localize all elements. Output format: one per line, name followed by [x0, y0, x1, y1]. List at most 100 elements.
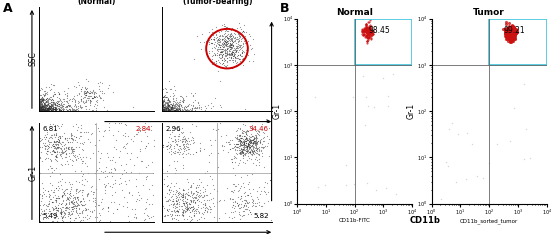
Point	[57, 106, 65, 110]
Point	[58, 106, 67, 109]
Point	[44, 105, 53, 109]
Point	[366, 37, 375, 40]
Point	[504, 30, 513, 33]
Point	[41, 91, 49, 95]
Point	[513, 28, 522, 32]
Point	[144, 187, 153, 191]
Point	[235, 59, 244, 63]
Point	[53, 219, 62, 223]
Point	[362, 33, 371, 37]
Point	[512, 31, 521, 35]
Point	[65, 136, 74, 140]
Point	[47, 200, 56, 204]
Point	[217, 53, 226, 57]
Point	[43, 103, 52, 107]
Point	[172, 108, 181, 112]
Point	[223, 42, 231, 45]
Point	[461, 177, 470, 181]
Point	[75, 211, 84, 215]
Point	[239, 204, 248, 207]
Point	[171, 108, 180, 112]
Point	[45, 107, 54, 111]
Point	[230, 48, 239, 52]
Point	[506, 28, 515, 31]
Point	[36, 101, 45, 105]
Point	[110, 145, 119, 149]
Point	[89, 104, 98, 108]
Point	[34, 143, 43, 146]
Point	[37, 108, 46, 112]
Point	[59, 98, 68, 101]
Point	[366, 33, 375, 37]
Point	[241, 149, 250, 153]
Point	[184, 148, 193, 151]
Point	[184, 220, 193, 224]
Point	[240, 129, 249, 133]
Point	[85, 89, 94, 92]
Point	[37, 106, 46, 109]
Point	[506, 29, 514, 33]
Point	[65, 217, 74, 220]
Point	[118, 145, 127, 149]
Point	[503, 32, 512, 36]
Point	[186, 190, 195, 194]
Point	[82, 93, 90, 97]
Point	[254, 216, 263, 219]
Point	[254, 132, 263, 135]
Point	[160, 108, 169, 112]
Point	[235, 152, 244, 155]
Point	[179, 209, 188, 212]
Point	[200, 189, 209, 193]
Point	[79, 183, 88, 187]
Point	[504, 27, 513, 31]
Point	[162, 105, 171, 109]
Point	[508, 28, 517, 32]
Point	[505, 32, 514, 36]
Point	[74, 102, 83, 105]
Point	[63, 146, 72, 149]
Point	[85, 98, 94, 102]
Point	[503, 33, 512, 37]
Point	[141, 144, 150, 148]
Point	[228, 33, 236, 37]
Point	[46, 108, 55, 112]
Point	[227, 197, 236, 201]
Point	[57, 216, 66, 220]
Point	[194, 210, 203, 214]
Point	[238, 29, 247, 33]
Point	[359, 30, 367, 33]
Point	[143, 174, 152, 178]
Point	[122, 205, 131, 209]
Point	[251, 143, 260, 146]
Point	[68, 137, 77, 141]
Point	[504, 32, 513, 35]
Point	[251, 151, 260, 155]
Point	[189, 191, 198, 195]
Point	[183, 207, 192, 211]
Point	[235, 142, 244, 146]
Point	[183, 202, 191, 206]
Point	[48, 144, 57, 148]
Point	[244, 187, 253, 190]
Point	[241, 139, 250, 143]
Point	[69, 193, 78, 197]
Point	[41, 147, 50, 151]
Point	[72, 203, 81, 207]
Point	[169, 199, 178, 203]
Point	[159, 143, 168, 147]
Point	[248, 138, 256, 142]
Point	[241, 30, 250, 33]
Point	[58, 104, 67, 108]
Point	[234, 142, 243, 146]
Point	[178, 210, 186, 214]
Point	[54, 146, 63, 150]
Point	[35, 145, 44, 148]
Point	[60, 107, 69, 111]
Point	[41, 135, 50, 139]
Point	[136, 126, 145, 130]
Point	[193, 219, 201, 222]
Point	[34, 81, 43, 84]
Point	[77, 200, 86, 203]
Point	[203, 207, 212, 211]
Point	[252, 134, 261, 138]
